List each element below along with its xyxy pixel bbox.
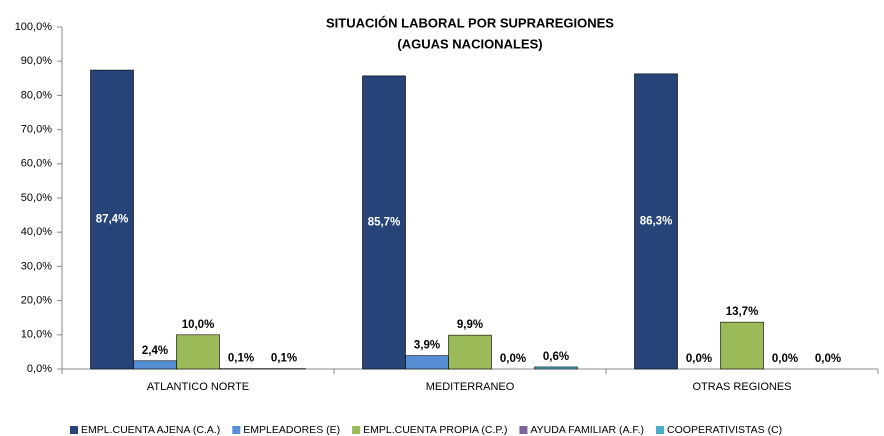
value-label: 13,7% bbox=[726, 306, 759, 318]
bar bbox=[362, 75, 406, 370]
y-tick-label: 100,0% bbox=[15, 21, 53, 33]
x-tick-label: MEDITERRANEO bbox=[426, 381, 515, 393]
legend-label: EMPL.CUENTA AJENA (C.A.) bbox=[81, 424, 220, 436]
value-label: 0,0% bbox=[772, 353, 798, 365]
y-tick-label: 20,0% bbox=[21, 295, 52, 307]
y-tick-label: 60,0% bbox=[21, 158, 52, 170]
chart-subtitle: (AGUAS NACIONALES) bbox=[397, 36, 542, 51]
legend-swatch bbox=[656, 426, 665, 434]
value-label: 0,1% bbox=[228, 353, 254, 365]
y-tick-label: 30,0% bbox=[21, 260, 52, 272]
bar bbox=[176, 334, 220, 370]
bar bbox=[534, 366, 578, 370]
value-label: 3,9% bbox=[414, 340, 440, 352]
legend-label: COOPERATIVISTAS (C) bbox=[667, 424, 782, 436]
y-tick-label: 70,0% bbox=[21, 124, 52, 136]
x-tick-label: OTRAS REGIONES bbox=[692, 381, 791, 393]
y-tick-label: 90,0% bbox=[21, 55, 52, 67]
value-label: 87,4% bbox=[96, 214, 129, 226]
chart-title: SITUACIÓN LABORAL POR SUPRAREGIONES bbox=[326, 15, 614, 30]
value-label: 2,4% bbox=[142, 345, 168, 357]
bar bbox=[720, 321, 764, 370]
legend-label: AYUDA FAMILIAR (A.F.) bbox=[530, 424, 644, 436]
y-tick-label: 0,0% bbox=[27, 363, 52, 375]
value-label: 10,0% bbox=[182, 319, 215, 331]
legend-swatch bbox=[70, 426, 78, 434]
y-tick-label: 50,0% bbox=[21, 192, 52, 204]
bar bbox=[90, 69, 134, 370]
bar bbox=[448, 334, 492, 370]
legend-label: EMPL.CUENTA PROPIA (C.P.) bbox=[363, 424, 507, 436]
value-label: 86,3% bbox=[640, 215, 673, 227]
x-tick-label: ATLANTICO NORTE bbox=[147, 381, 249, 393]
value-label: 0,0% bbox=[815, 353, 841, 365]
value-label: 0,0% bbox=[500, 353, 526, 365]
value-label: 85,7% bbox=[368, 216, 401, 228]
value-label: 0,6% bbox=[543, 351, 569, 363]
value-label: 0,0% bbox=[686, 353, 712, 365]
legend-swatch bbox=[352, 426, 361, 434]
value-label: 9,9% bbox=[457, 319, 483, 331]
y-tick-label: 10,0% bbox=[21, 329, 52, 341]
legend-swatch bbox=[519, 426, 528, 434]
legend-label: EMPLEADORES (E) bbox=[243, 424, 340, 436]
legend-swatch bbox=[232, 426, 241, 434]
bar bbox=[405, 355, 449, 370]
value-label: 0,1% bbox=[271, 353, 297, 365]
bar bbox=[634, 73, 678, 370]
y-tick-label: 80,0% bbox=[21, 89, 52, 101]
bar bbox=[133, 360, 177, 370]
y-tick-label: 40,0% bbox=[21, 226, 52, 238]
